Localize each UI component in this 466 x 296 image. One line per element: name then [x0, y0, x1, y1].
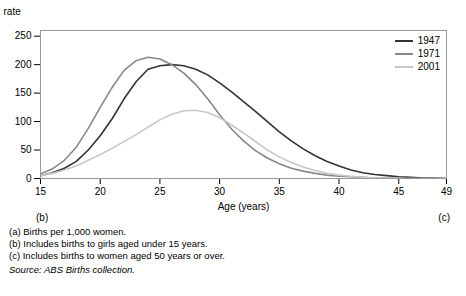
html-text:1971: 1971 [417, 48, 440, 59]
svg-text:Age (years): Age (years) [218, 201, 270, 212]
html-text:Source: ABS Births collection.: Source: ABS Births collection. [9, 264, 135, 275]
svg-text:40: 40 [333, 186, 345, 197]
html-text:1947: 1947 [417, 35, 440, 46]
svg-text:45: 45 [393, 186, 405, 197]
svg-text:250: 250 [15, 30, 32, 41]
svg-text:15: 15 [35, 186, 47, 197]
svg-text:rate: rate [4, 6, 22, 17]
svg-text:50: 50 [20, 144, 32, 155]
svg-text:100: 100 [15, 116, 32, 127]
svg-text:0: 0 [26, 173, 32, 184]
svg-text:35: 35 [274, 186, 286, 197]
svg-text:25: 25 [154, 186, 166, 197]
svg-text:150: 150 [15, 87, 32, 98]
html-text:(b): (b) [36, 212, 49, 223]
html-text:(b) Includes births to girls a: (b) Includes births to girls aged under … [9, 238, 208, 249]
html-text:(c) Includes births to women a: (c) Includes births to women aged 50 yea… [9, 250, 225, 261]
html-text:2001: 2001 [417, 61, 440, 72]
svg-text:30: 30 [214, 186, 226, 197]
svg-text:49: 49 [441, 186, 453, 197]
svg-text:20: 20 [95, 186, 107, 197]
html-text:(c): (c) [438, 212, 450, 223]
svg-text:200: 200 [15, 59, 32, 70]
html-text:(a) Births per 1,000 women.: (a) Births per 1,000 women. [9, 226, 127, 237]
